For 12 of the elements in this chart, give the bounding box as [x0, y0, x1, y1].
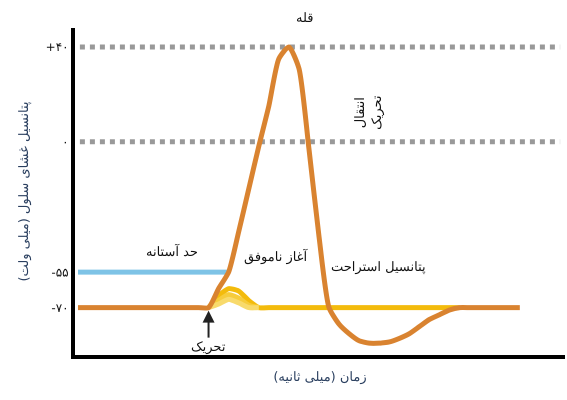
y-tick-label: -۷۰ — [51, 300, 69, 315]
annotation: تحریک — [191, 340, 226, 355]
y-axis-title: پتانسیل غشای سلول (میلی ولت) — [17, 101, 32, 282]
annotation: آغاز ناموفق — [244, 248, 308, 265]
y-tick-label: -۵۵ — [51, 265, 69, 280]
y-tick-label: ۰ — [62, 134, 69, 149]
x-axis-title: زمان (میلی ثانیه) — [273, 370, 367, 386]
annotation: انتقال تحریک — [353, 95, 385, 130]
text: قله — [296, 11, 314, 26]
annotation: پتانسیل استراحت — [331, 260, 426, 275]
annotation: حد آستانه — [146, 243, 198, 260]
y-tick-label: +۴۰ — [46, 40, 69, 54]
